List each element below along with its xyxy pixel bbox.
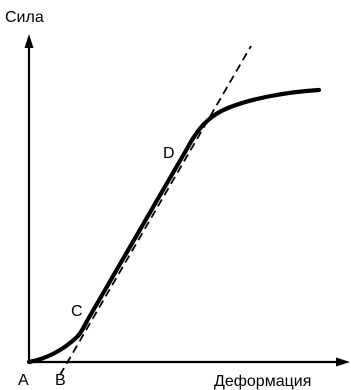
point-label-c: C: [71, 303, 83, 320]
point-label-a: A: [18, 372, 29, 389]
x-axis-arrowhead: [336, 357, 350, 367]
tangent-dashed-line: [59, 45, 252, 376]
force-deformation-curve: [26, 87, 322, 365]
y-axis-arrowhead: [24, 34, 34, 48]
point-label-b: B: [55, 372, 66, 389]
y-axis-label: Сила: [5, 9, 44, 26]
point-label-d: D: [163, 145, 175, 162]
x-axis-label: Деформация: [214, 373, 311, 390]
